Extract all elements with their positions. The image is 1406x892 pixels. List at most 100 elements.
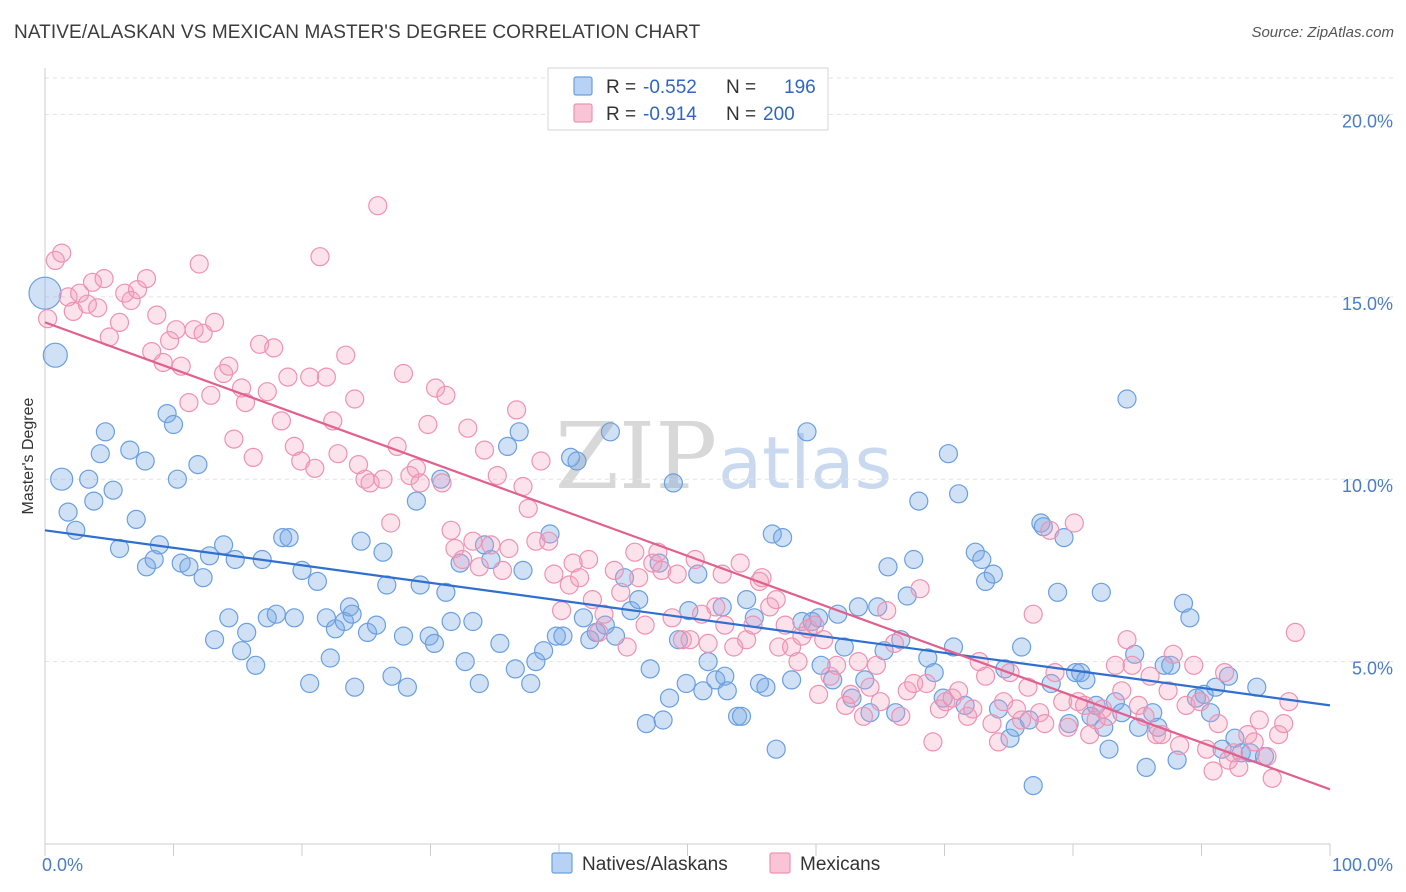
point-mexicans xyxy=(1112,681,1132,701)
point-natives xyxy=(600,422,621,442)
y-tick-label: 10.0% xyxy=(1342,476,1393,496)
point-natives xyxy=(193,568,213,588)
point-natives xyxy=(909,491,929,511)
point-natives xyxy=(972,549,992,570)
point-mexicans xyxy=(672,630,693,650)
point-natives xyxy=(1091,582,1111,602)
point-natives xyxy=(1011,637,1032,657)
point-natives xyxy=(924,662,944,683)
point-mexicans xyxy=(345,389,365,409)
point-natives xyxy=(505,659,525,679)
legend-swatch-mexicans xyxy=(573,103,593,123)
point-mexicans xyxy=(243,447,263,467)
point-mexicans xyxy=(826,655,847,675)
point-mexicans xyxy=(1122,655,1142,675)
point-natives xyxy=(553,626,573,646)
point-natives xyxy=(736,589,757,610)
legend-r-value-natives: -0.552 xyxy=(643,77,697,98)
point-natives xyxy=(756,677,776,697)
point-natives xyxy=(219,608,239,628)
point-mexicans xyxy=(982,713,1002,734)
point-mexicans xyxy=(205,312,225,332)
point-natives xyxy=(135,451,155,471)
point-natives xyxy=(1128,717,1149,737)
point-natives xyxy=(225,549,245,570)
point-mexicans xyxy=(432,473,452,493)
point-mexicans xyxy=(373,469,393,489)
point-natives xyxy=(214,535,234,555)
series-natives-points xyxy=(28,276,1275,796)
point-mexicans xyxy=(393,363,414,384)
point-natives xyxy=(339,597,360,617)
point-natives xyxy=(441,611,461,632)
point-mexicans xyxy=(841,684,861,705)
point-mexicans xyxy=(662,608,682,628)
point-mexicans xyxy=(94,269,114,289)
source-label: Source: ZipAtlas.com xyxy=(1251,24,1394,41)
point-mexicans xyxy=(808,684,829,705)
point-mexicans xyxy=(1163,644,1183,664)
point-natives xyxy=(975,571,996,592)
point-mexicans xyxy=(1170,735,1190,756)
point-mexicans xyxy=(1128,695,1149,716)
point-mexicans xyxy=(891,706,911,726)
point-mexicans xyxy=(453,549,473,570)
point-natives xyxy=(246,655,266,675)
point-mexicans xyxy=(766,589,786,610)
point-natives xyxy=(688,564,708,584)
point-natives xyxy=(904,549,924,570)
point-mexicans xyxy=(870,692,890,712)
point-natives xyxy=(715,666,735,686)
point-mexicans xyxy=(652,560,672,581)
point-natives xyxy=(382,666,402,686)
point-natives xyxy=(490,633,510,654)
point-mexicans xyxy=(136,269,157,289)
point-mexicans xyxy=(1058,717,1078,737)
point-natives xyxy=(469,673,489,694)
point-mexicans xyxy=(487,466,507,486)
point-mexicans xyxy=(1257,746,1277,767)
point-mexicans xyxy=(1035,713,1055,734)
point-mexicans xyxy=(604,560,624,581)
x-tick-label-max: 100.0% xyxy=(1332,855,1393,875)
point-mexicans xyxy=(1196,739,1217,759)
point-mexicans xyxy=(445,538,465,559)
y-axis-label: Master's Degree xyxy=(20,397,37,514)
point-mexicans xyxy=(518,498,538,518)
point-natives xyxy=(948,484,969,504)
point-mexicans xyxy=(589,622,609,643)
point-mexicans xyxy=(1117,630,1137,650)
point-natives xyxy=(679,600,699,621)
point-mexicans xyxy=(166,320,186,340)
point-natives xyxy=(513,560,533,581)
point-natives xyxy=(126,509,146,530)
point-mexicans xyxy=(499,538,519,559)
point-mexicans xyxy=(481,535,501,555)
point-mexicans xyxy=(1040,520,1060,540)
point-mexicans xyxy=(635,615,655,635)
point-natives xyxy=(179,557,199,577)
x-tick-label-min: 0.0% xyxy=(42,855,83,875)
point-natives xyxy=(663,473,684,493)
point-mexicans xyxy=(1285,622,1305,643)
point-natives xyxy=(636,713,657,734)
point-natives xyxy=(698,651,718,672)
point-mexicans xyxy=(1184,655,1204,675)
point-natives xyxy=(345,677,365,697)
point-mexicans xyxy=(1208,713,1228,734)
point-mexicans xyxy=(426,378,446,398)
chart-title: NATIVE/ALASKAN VS MEXICAN MASTER'S DEGRE… xyxy=(14,22,701,43)
point-mexicans xyxy=(715,615,735,635)
point-mexicans xyxy=(201,385,221,405)
point-mexicans xyxy=(58,287,78,307)
point-mexicans xyxy=(848,651,869,672)
point-natives xyxy=(560,447,581,467)
point-mexicans xyxy=(814,630,834,650)
legend-r-value-mexicans: -0.914 xyxy=(643,104,697,125)
point-natives xyxy=(58,502,78,522)
point-natives xyxy=(1041,673,1061,694)
point-mexicans xyxy=(109,312,130,332)
point-mexicans xyxy=(680,630,700,650)
point-mexicans xyxy=(569,568,590,588)
point-natives xyxy=(749,673,770,694)
